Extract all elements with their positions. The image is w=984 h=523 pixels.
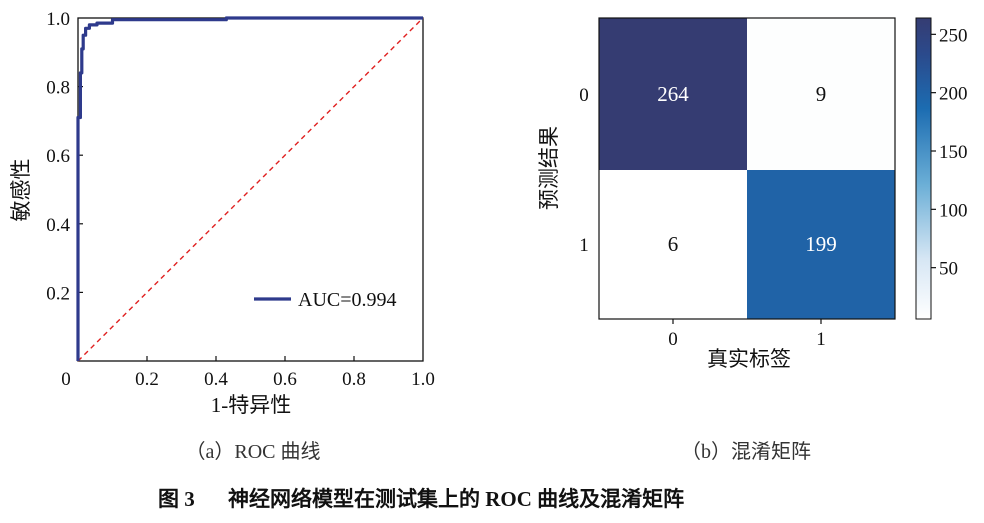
cm-y-axis-label: 预测结果 (537, 126, 561, 210)
roc-y-ticks: 0.2 0.4 0.6 0.8 1.0 (46, 9, 83, 304)
confusion-matrix-panel: 264 9 6 199 0 1 0 1 真实标签 预测结果 50 100 150 20… (537, 17, 968, 463)
colorbar-tick-label: 50 (939, 259, 958, 280)
cm-x-tick-1: 1 (816, 329, 826, 350)
cm-value-0-0: 264 (657, 82, 689, 106)
figure-caption-text: 神经网络模型在测试集上的 ROC 曲线及混淆矩阵 (228, 487, 684, 511)
colorbar-tick-label: 200 (939, 84, 968, 105)
roc-legend: AUC=0.994 (254, 289, 397, 311)
cm-value-1-1: 199 (805, 232, 837, 256)
roc-y-tick-label: 1.0 (46, 9, 70, 30)
roc-x-tick-label: 0.2 (135, 369, 159, 390)
cm-value-1-0: 6 (668, 232, 679, 256)
cm-x-axis-label: 真实标签 (707, 347, 791, 371)
cm-plot-frame (598, 17, 896, 320)
colorbar-tick-label: 100 (939, 200, 968, 221)
roc-x-tick-label: 1.0 (411, 369, 435, 390)
cm-cell-1-1 (747, 170, 895, 319)
roc-x-tick-label: 0.6 (273, 369, 297, 390)
figure-number: 图 3 (158, 487, 195, 511)
roc-y-tick-label: 0.8 (46, 78, 70, 99)
colorbar-tick-label: 150 (939, 142, 968, 163)
roc-x-axis-label: 1-特异性 (211, 393, 292, 417)
cm-y-tick-1: 1 (579, 235, 589, 256)
roc-y-tick-label: 0.2 (46, 283, 70, 304)
roc-y-axis-label: 敏感性 (9, 159, 33, 222)
roc-curve-line (76, 16, 423, 361)
roc-x-ticks: 0 0.2 0.4 0.6 0.8 1.0 (61, 356, 435, 390)
roc-x-tick-label: 0.8 (342, 369, 366, 390)
cm-cell-0-1 (747, 18, 895, 170)
cm-cell-1-0 (599, 170, 747, 319)
cm-x-tick-0: 0 (668, 329, 678, 350)
roc-x-tick-label: 0.4 (204, 369, 228, 390)
cm-value-0-1: 9 (816, 82, 827, 106)
colorbar (915, 17, 932, 320)
cm-panel-caption: （b）混淆矩阵 (681, 440, 811, 463)
colorbar-tick-label: 250 (939, 25, 968, 46)
roc-y-tick-label: 0.6 (46, 146, 70, 167)
cm-cell-0-0 (599, 18, 747, 170)
roc-panel: 0 0.2 0.4 0.6 0.8 1.0 0.2 0.4 0.6 0.8 1.0 AUC=0.9… (9, 9, 435, 463)
colorbar-ticks: 50 100 150 200 250 (931, 25, 968, 280)
roc-legend-label: AUC=0.994 (298, 289, 397, 311)
roc-y-tick-label: 0.4 (46, 215, 70, 236)
roc-diagonal-line (77, 17, 424, 362)
roc-panel-caption: （a）ROC 曲线 (186, 440, 321, 463)
cm-y-tick-0: 0 (579, 85, 589, 106)
roc-x-tick-label: 0 (61, 369, 71, 390)
figure-caption: 图 3 神经网络模型在测试集上的 ROC 曲线及混淆矩阵 (158, 487, 684, 511)
